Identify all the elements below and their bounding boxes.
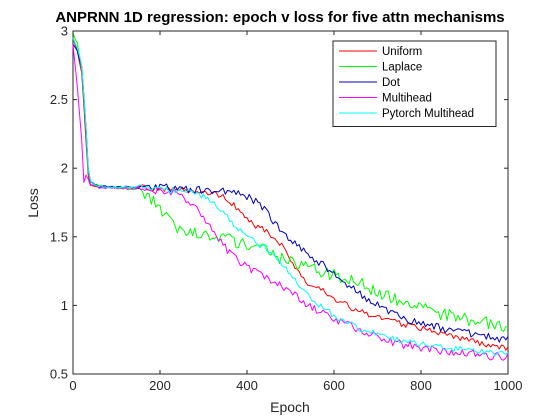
x-tick-label: 600 bbox=[323, 378, 345, 393]
series-line-multihead bbox=[72, 44, 509, 361]
axis-ticks: 0 200 400 600 800 1000 0.5 1 1.5 2 2.5 3 bbox=[50, 24, 523, 394]
x-axis-label: Epoch bbox=[270, 399, 310, 415]
legend-label: Uniform bbox=[382, 46, 422, 58]
legend-label: Multihead bbox=[382, 93, 432, 105]
y-tick-label: 3 bbox=[61, 24, 68, 39]
series-line-laplace bbox=[72, 32, 509, 332]
y-tick-label: 1 bbox=[61, 298, 68, 313]
y-tick-label: 0.5 bbox=[50, 367, 68, 382]
y-tick-label: 1.5 bbox=[50, 229, 68, 244]
legend-label: Dot bbox=[382, 77, 401, 89]
series-line-pytorch-multihead bbox=[72, 37, 509, 356]
x-tick-label: 800 bbox=[410, 378, 432, 393]
y-axis-label: Loss bbox=[25, 188, 41, 218]
legend: Uniform Laplace Dot Multihead Pytorch Multih… bbox=[332, 40, 497, 127]
legend-box bbox=[332, 40, 497, 127]
x-tick-label: 200 bbox=[149, 378, 171, 393]
legend-label: Laplace bbox=[382, 62, 422, 74]
y-tick-label: 2 bbox=[61, 161, 68, 176]
x-tick-label: 0 bbox=[69, 378, 76, 393]
y-tick-label: 2.5 bbox=[50, 92, 68, 107]
chart-title: ANPRNN 1D regression: epoch v loss for f… bbox=[55, 9, 504, 26]
series-group bbox=[72, 32, 509, 361]
series-line-dot bbox=[72, 44, 509, 343]
x-tick-label: 1000 bbox=[494, 378, 523, 393]
x-tick-label: 400 bbox=[236, 378, 258, 393]
legend-label: Pytorch Multihead bbox=[382, 108, 474, 120]
